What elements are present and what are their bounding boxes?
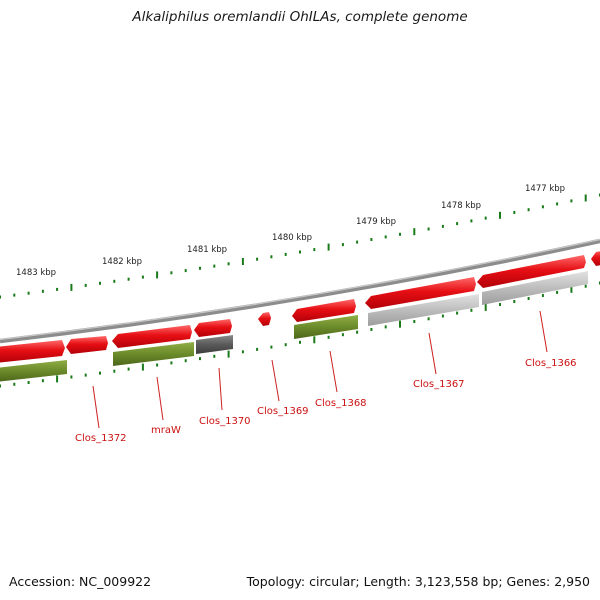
leader-line <box>156 376 164 421</box>
leader-line <box>218 367 223 411</box>
gene-label[interactable]: Clos_1368 <box>315 398 367 409</box>
leader-line <box>428 332 437 375</box>
gene-bar-gray[interactable] <box>196 335 233 354</box>
kbp-label: 1479 kbp <box>356 217 396 227</box>
gene-clos-1365[interactable] <box>591 250 600 266</box>
gene-label[interactable]: Clos_1369 <box>257 406 309 417</box>
map-title: Alkaliphilus oremlandii OhILAs, complete… <box>132 9 468 25</box>
leader-line <box>271 359 280 402</box>
reverse-strand-genes <box>0 271 588 382</box>
leader-line <box>539 310 548 353</box>
leader-line <box>329 350 338 393</box>
gene-label[interactable]: Clos_1372 <box>75 433 127 444</box>
gene-bar-green[interactable] <box>0 360 67 382</box>
gene-clos-1372[interactable] <box>66 336 108 354</box>
accession-text: Accession: NC_009922 <box>9 574 152 589</box>
genome-backbone <box>0 238 600 344</box>
gene-bar-green[interactable] <box>294 315 358 339</box>
kbp-label: 1481 kbp <box>187 245 227 255</box>
kbp-label: 1482 kbp <box>102 257 142 267</box>
gene-bar-green[interactable] <box>113 342 194 366</box>
gene-clos-1373[interactable] <box>0 340 65 363</box>
gene-label[interactable]: Clos_1366 <box>525 358 577 369</box>
gene-label[interactable]: mraW <box>151 425 181 436</box>
gene-label[interactable]: Clos_1367 <box>413 379 465 390</box>
kbp-label: 1478 kbp <box>441 201 481 211</box>
gene-label[interactable]: Clos_1370 <box>199 416 251 427</box>
gene-clos-1370[interactable] <box>194 319 232 337</box>
gene-mraw[interactable] <box>112 325 192 348</box>
forward-strand-genes <box>0 250 600 363</box>
gene-labels: Clos_1372 mraW Clos_1370 Clos_1369 Clos_… <box>75 358 577 444</box>
outer-tick-ring <box>0 193 600 299</box>
inner-tick-ring <box>0 281 600 388</box>
gene-clos-1367[interactable] <box>365 277 476 309</box>
gene-bar-light-gray[interactable] <box>368 294 479 326</box>
kbp-label: 1483 kbp <box>16 268 56 278</box>
gene-bar-light-gray[interactable] <box>482 271 588 305</box>
genome-backbone-highlight <box>0 238 600 341</box>
leader-line <box>92 385 100 429</box>
gene-clos-1366[interactable] <box>477 255 586 288</box>
kbp-label: 1480 kbp <box>272 233 312 243</box>
gene-clos-1368[interactable] <box>292 299 356 322</box>
gene-label-lines <box>92 310 548 429</box>
topology-summary: Topology: circular; Length: 3,123,558 bp… <box>246 574 590 589</box>
gene-clos-1369[interactable] <box>258 312 271 326</box>
kbp-label: 1477 kbp <box>525 184 565 194</box>
